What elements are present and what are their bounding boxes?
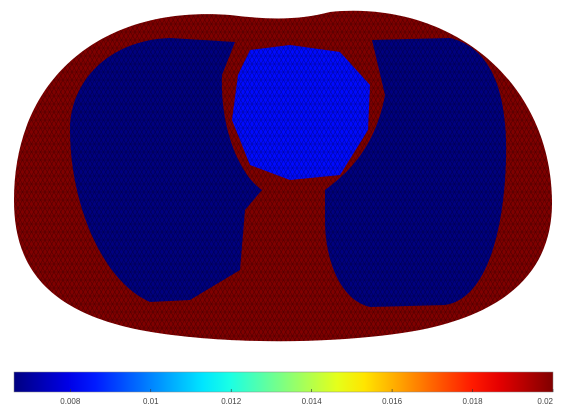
- colorbar-tick-label: 0.008: [60, 397, 81, 406]
- colorbar-tick-label: 0.016: [382, 397, 403, 406]
- chart: 0.008 0.01 0.012 0.014 0.016 0.018 0.02: [0, 0, 562, 410]
- colorbar: 0.008 0.01 0.012 0.014 0.016 0.018 0.02: [14, 372, 554, 406]
- colorbar-tick-label: 0.018: [463, 397, 484, 406]
- colorbar-tick-label: 0.014: [302, 397, 323, 406]
- colorbar-tick-label: 0.01: [143, 397, 159, 406]
- mesh-edges: [232, 45, 370, 180]
- colorbar-tick-label: 0.012: [221, 397, 242, 406]
- colorbar-gradient: [14, 372, 553, 392]
- mesh-regions: [14, 11, 552, 341]
- colorbar-tick-label: 0.02: [537, 397, 553, 406]
